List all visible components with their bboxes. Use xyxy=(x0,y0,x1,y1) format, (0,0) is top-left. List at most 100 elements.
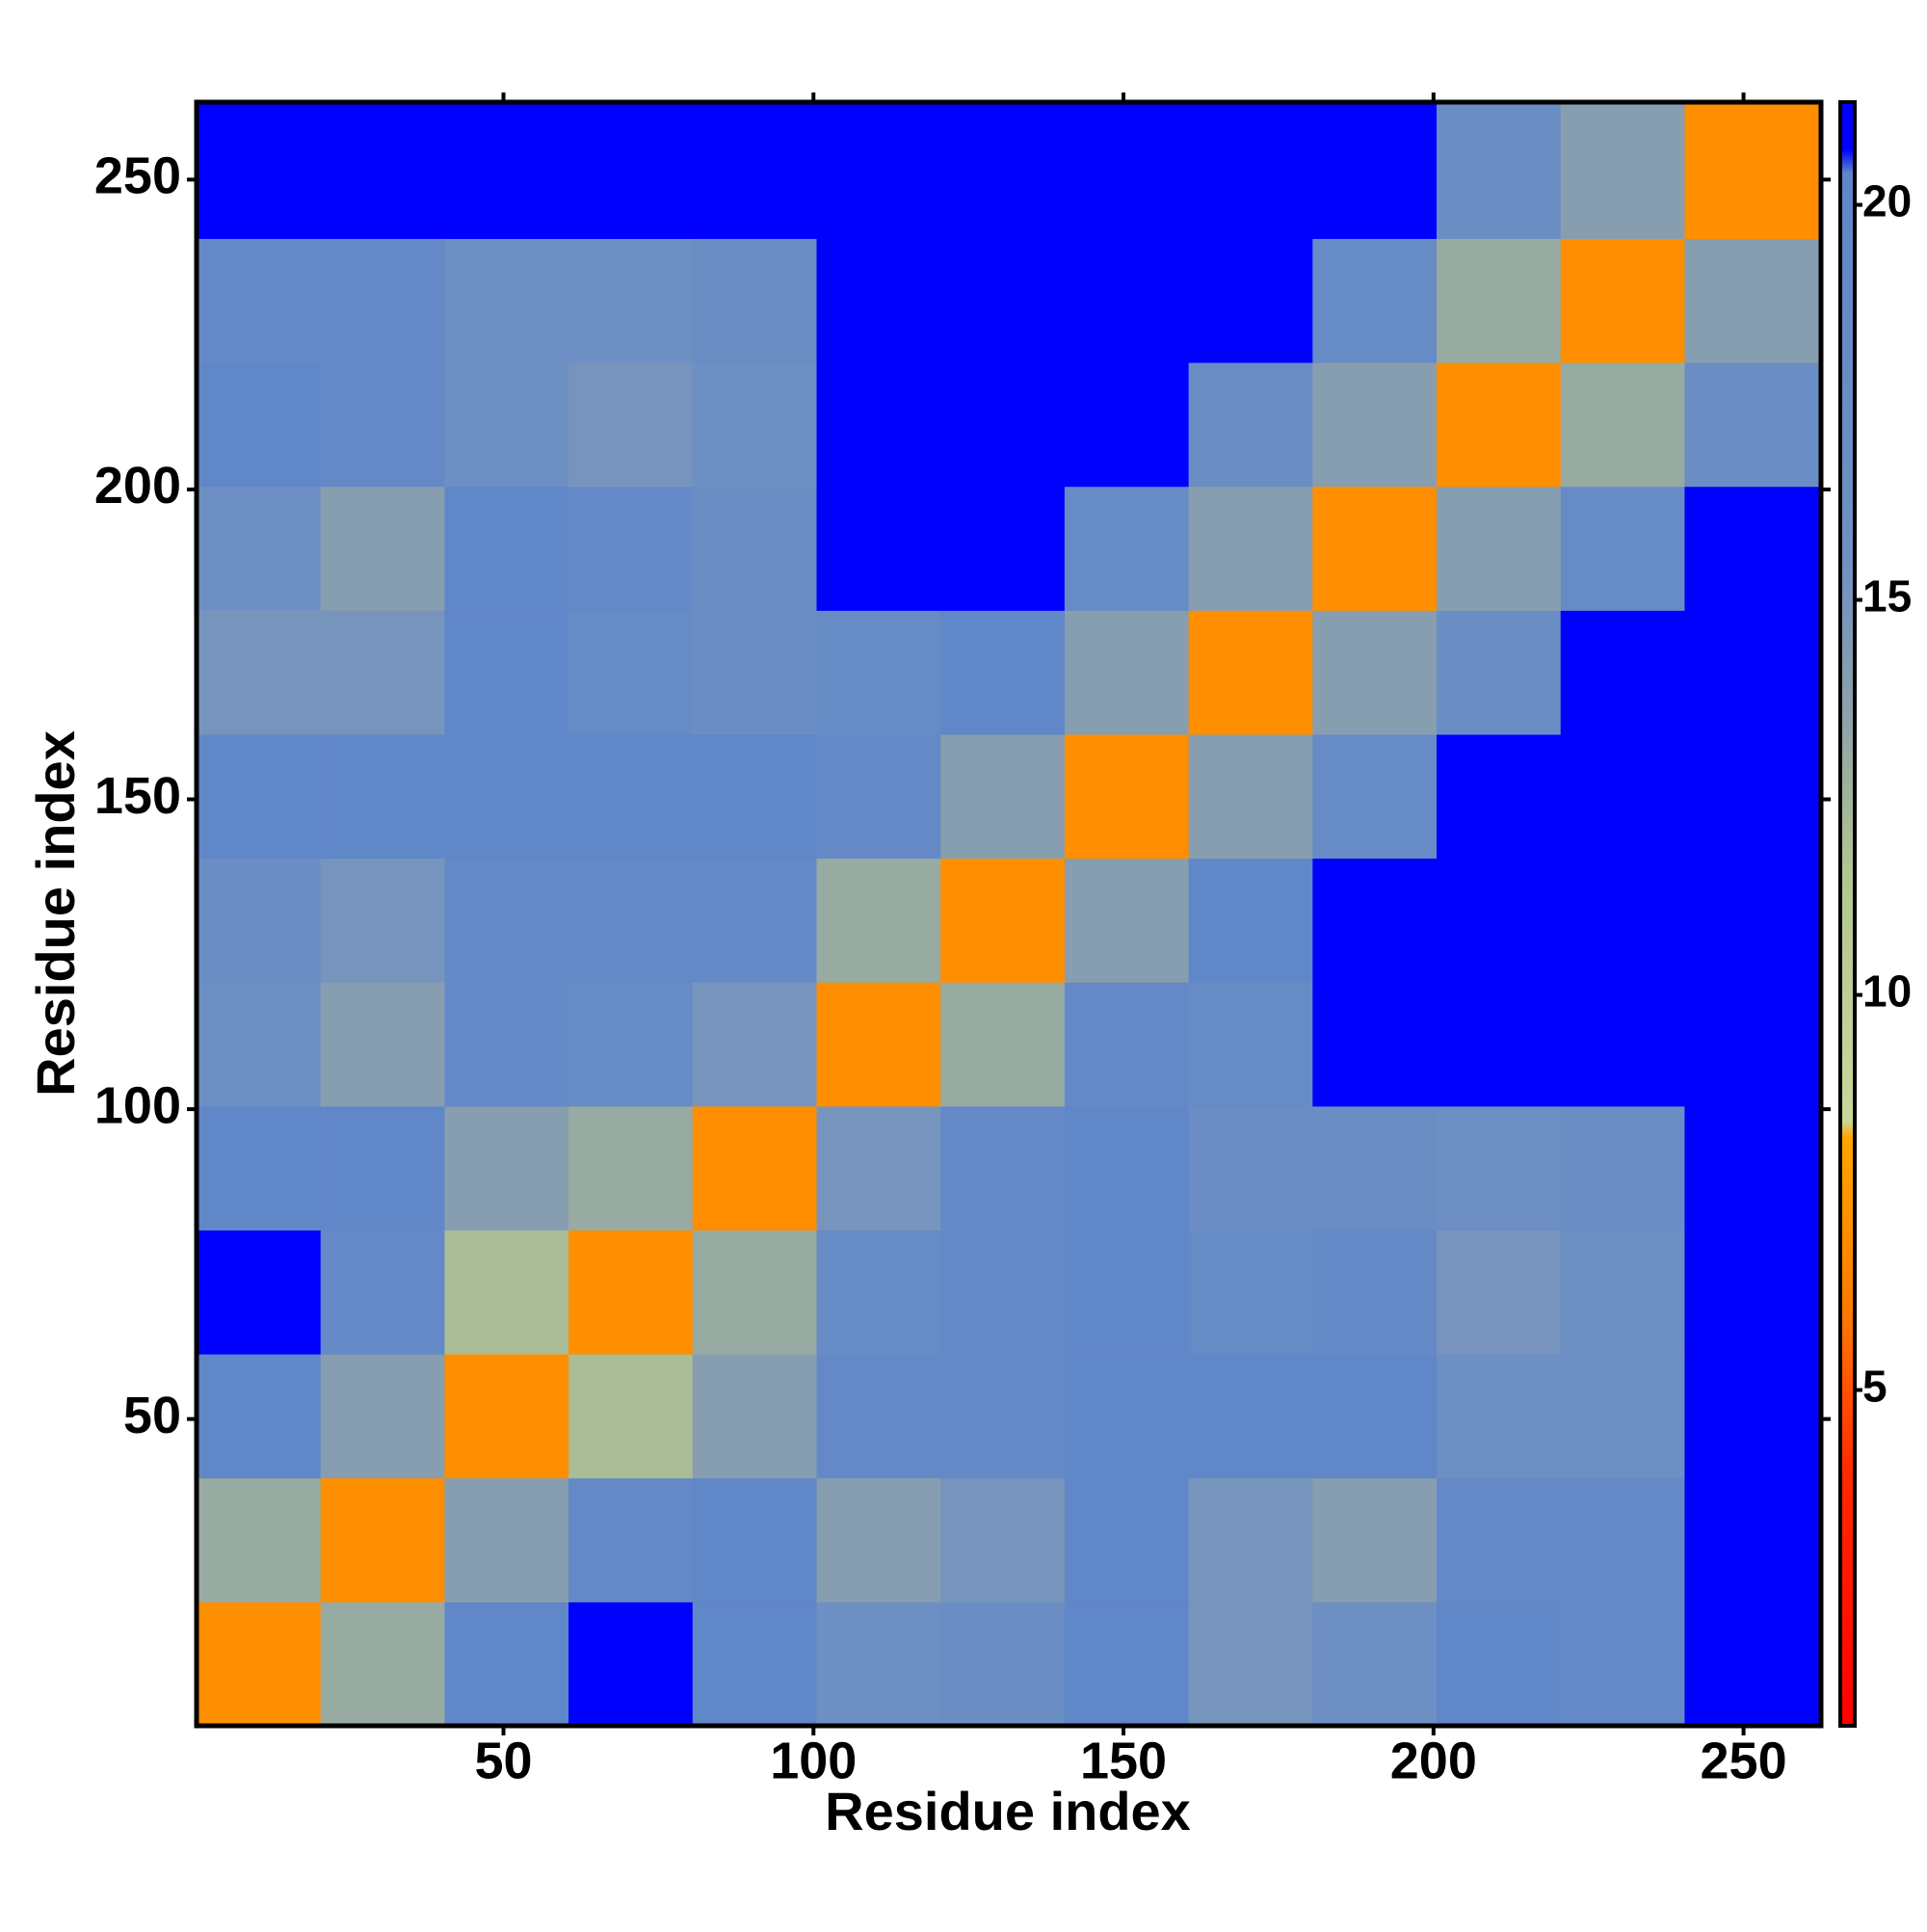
colorbar-tick-label: 10 xyxy=(1862,966,1912,1017)
heatmap-cell xyxy=(940,1477,1066,1602)
heatmap-cell xyxy=(692,238,818,363)
heatmap-cell xyxy=(692,733,818,860)
heatmap-cell xyxy=(1188,733,1313,860)
heatmap-cell xyxy=(568,1477,694,1602)
heatmap-cell xyxy=(1064,1477,1190,1602)
heatmap-cell xyxy=(1560,1601,1685,1727)
heatmap-cell xyxy=(444,1477,569,1602)
heatmap-cell xyxy=(320,238,445,363)
heatmap-cell xyxy=(1684,1354,1822,1479)
heatmap-cell xyxy=(197,1477,322,1602)
heatmap-cell xyxy=(197,1105,322,1231)
heatmap-cell xyxy=(1560,238,1685,363)
heatmap-cell xyxy=(444,858,569,983)
heatmap-cell xyxy=(320,1105,445,1231)
y-tick-label: 50 xyxy=(123,1387,181,1444)
heatmap-cell xyxy=(1188,982,1313,1107)
heatmap-cell xyxy=(197,610,322,735)
heatmap-cell xyxy=(568,486,694,611)
heatmap-cell xyxy=(1560,982,1685,1107)
heatmap-cell xyxy=(1312,1601,1438,1727)
heatmap-cell xyxy=(1188,858,1313,983)
heatmap-cell xyxy=(940,1230,1066,1355)
heatmap-cell xyxy=(444,733,569,860)
heatmap-cell xyxy=(1684,1230,1822,1355)
heatmap-cell xyxy=(1437,733,1562,860)
heatmap-cell xyxy=(692,1230,818,1355)
heatmap-cell xyxy=(320,733,445,860)
heatmap-cell xyxy=(692,362,818,488)
heatmap-cell xyxy=(444,610,569,735)
heatmap-cell xyxy=(940,858,1066,983)
heatmap-cell xyxy=(816,1105,941,1231)
heatmap-cell xyxy=(692,1354,818,1479)
heatmap-cell xyxy=(816,982,941,1107)
heatmap-cell xyxy=(197,238,322,363)
heatmap-cell xyxy=(320,102,445,239)
heatmap-cell xyxy=(568,238,694,363)
heatmap-cell xyxy=(1188,1105,1313,1231)
heatmap-cell xyxy=(1064,610,1190,735)
heatmap-cell xyxy=(940,362,1066,488)
heatmap-cell xyxy=(320,1230,445,1355)
heatmap-cell xyxy=(940,102,1066,239)
heatmap-cell xyxy=(568,733,694,860)
heatmap-cell xyxy=(1560,362,1685,488)
heatmap-cell xyxy=(940,238,1066,363)
heatmap-cell xyxy=(1437,1477,1562,1602)
heatmap-cell xyxy=(940,1601,1066,1727)
heatmap-cell xyxy=(320,362,445,488)
heatmap-cell xyxy=(1312,486,1438,611)
y-tick-label: 200 xyxy=(94,457,181,515)
heatmap-cell xyxy=(1312,238,1438,363)
heatmap-cell xyxy=(1437,1230,1562,1355)
heatmap-cell xyxy=(1312,1354,1438,1479)
heatmap-cell xyxy=(1437,102,1562,239)
heatmap-cell xyxy=(568,1601,694,1727)
heatmap-cell xyxy=(1312,1230,1438,1355)
heatmap-cell xyxy=(1064,1601,1190,1727)
heatmap-cell xyxy=(1188,1354,1313,1479)
heatmap-cell xyxy=(1188,1601,1313,1727)
x-axis-title: Residue index xyxy=(825,1781,1191,1841)
heatmap-cell xyxy=(1684,982,1822,1107)
heatmap-cell xyxy=(197,1354,322,1479)
heatmap-cell xyxy=(320,486,445,611)
heatmap-cell xyxy=(1064,1105,1190,1231)
heatmap-cell xyxy=(1437,1601,1562,1727)
heatmap-cell xyxy=(692,1601,818,1727)
heatmap-cell xyxy=(692,610,818,735)
heatmap-cell xyxy=(197,733,322,860)
heatmap-cell xyxy=(1312,733,1438,860)
heatmap-cell xyxy=(320,982,445,1107)
heatmap-cell xyxy=(444,982,569,1107)
heatmap-cell xyxy=(692,982,818,1107)
heatmap-cell xyxy=(320,610,445,735)
heatmap-cell xyxy=(1188,362,1313,488)
heatmap-cell xyxy=(816,733,941,860)
heatmap-cell xyxy=(1684,1105,1822,1231)
heatmap-cell xyxy=(1560,1354,1685,1479)
heatmap-cell xyxy=(1560,858,1685,983)
heatmap-cell xyxy=(444,1354,569,1479)
heatmap-cell xyxy=(692,102,818,239)
heatmap-cell xyxy=(1684,610,1822,735)
heatmap-cell xyxy=(320,1354,445,1479)
heatmap-cell xyxy=(1188,102,1313,239)
heatmap-cell xyxy=(1684,858,1822,983)
heatmap-cell xyxy=(1560,1230,1685,1355)
heatmap-cell xyxy=(940,733,1066,860)
heatmap-cell xyxy=(1684,1601,1822,1727)
heatmap-cell xyxy=(568,362,694,488)
colorbar-tick-label: 15 xyxy=(1862,571,1912,622)
heatmap-cell xyxy=(940,610,1066,735)
heatmap-cell xyxy=(816,610,941,735)
heatmap-cell xyxy=(1684,102,1822,239)
heatmap-cell xyxy=(692,858,818,983)
heatmap-cell xyxy=(1188,1477,1313,1602)
heatmap-cell xyxy=(568,858,694,983)
heatmap-cell xyxy=(1064,362,1190,488)
heatmap-cell xyxy=(1437,362,1562,488)
heatmap-cell xyxy=(444,486,569,611)
heatmap-cell xyxy=(940,1354,1066,1479)
